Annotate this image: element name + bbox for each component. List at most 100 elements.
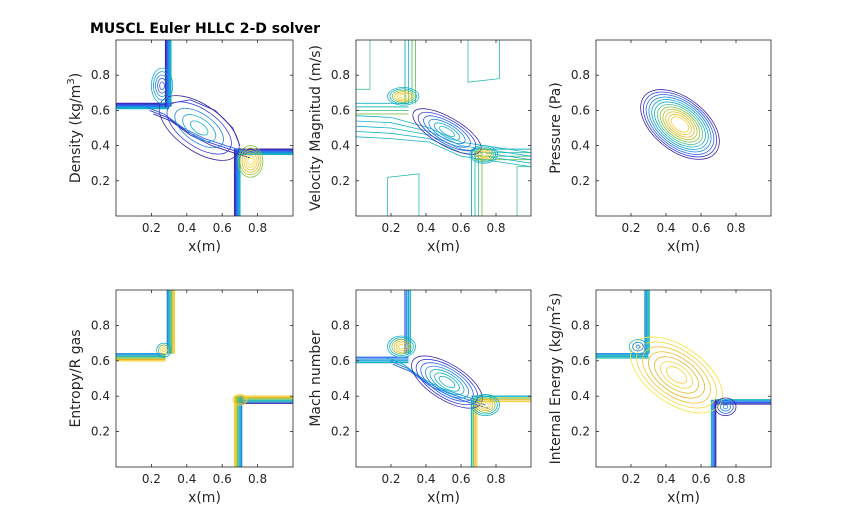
contour-line xyxy=(665,366,688,384)
contour-line xyxy=(651,99,709,150)
contour-line xyxy=(159,81,165,91)
x-tick-label: 0.4 xyxy=(416,221,435,235)
contour-line xyxy=(656,104,704,145)
y-axis-label: Density (kg/m3) xyxy=(66,73,84,183)
contour-line xyxy=(166,101,232,155)
y-tick-label: 0.8 xyxy=(331,68,350,82)
plot-area xyxy=(596,40,771,216)
contour-line xyxy=(473,147,494,161)
plot-area xyxy=(596,290,771,467)
contour-line xyxy=(475,149,492,160)
contour-line xyxy=(234,395,246,405)
contour-line xyxy=(722,404,729,410)
contour-line xyxy=(415,358,479,406)
x-tick-label: 0.8 xyxy=(486,221,505,235)
contour-line xyxy=(714,397,737,417)
y-tick-label: 0.4 xyxy=(91,139,110,153)
contour-line xyxy=(182,114,217,142)
contour-line xyxy=(247,157,254,166)
contour-line xyxy=(389,88,417,105)
contour-line xyxy=(153,71,171,101)
contour-line xyxy=(423,115,471,148)
contour-line xyxy=(429,369,465,395)
contour-line xyxy=(161,348,166,353)
contour-line xyxy=(482,402,489,408)
contour-line xyxy=(190,120,209,136)
axes-frame xyxy=(595,39,772,217)
y-tick-label: 0.6 xyxy=(571,354,590,368)
contour-line xyxy=(243,152,258,171)
contour-line xyxy=(237,398,242,402)
contour-line xyxy=(648,96,712,153)
contour-line xyxy=(391,338,412,355)
axes-frame xyxy=(115,39,294,217)
y-tick-label: 0.8 xyxy=(571,318,590,332)
contour-line xyxy=(387,173,420,216)
subplot-5: 0.2 0.4 0.6 0.8 0.2 0.4 0.6 0.8 x(m) Mach number xyxy=(308,289,532,506)
y-tick-label: 0.6 xyxy=(91,103,110,117)
contour-line xyxy=(356,120,531,157)
contour-line xyxy=(159,346,168,354)
x-tick-label: 0.8 xyxy=(726,472,745,486)
x-axis-label: x(m) xyxy=(188,239,221,255)
contour-line xyxy=(439,126,455,137)
x-tick-label: 0.4 xyxy=(177,472,196,486)
x-tick-label: 0.4 xyxy=(177,221,196,235)
contour-line xyxy=(149,109,248,155)
y-axis-label: Mach number xyxy=(308,330,324,427)
subplot-3: 0.2 0.4 0.6 0.8 0.2 0.4 0.6 0.8 x(m) Pressure (Pa… xyxy=(548,39,772,255)
x-tick-label: 0.6 xyxy=(691,472,710,486)
y-tick-label: 0.8 xyxy=(91,68,110,82)
y-tick-label: 0.2 xyxy=(571,425,590,439)
y-axis-label: Entropy/R gas xyxy=(68,329,84,427)
x-tick-label: 0.2 xyxy=(621,472,640,486)
y-tick-label: 0.2 xyxy=(331,425,350,439)
y-tick-label: 0.2 xyxy=(91,425,110,439)
subplot-6: 0.2 0.4 0.6 0.8 0.2 0.4 0.6 0.8 x(m) Internal Ene… xyxy=(546,289,772,506)
contour-line xyxy=(475,397,496,413)
x-tick-label: 0.6 xyxy=(451,221,470,235)
x-tick-label: 0.8 xyxy=(726,221,745,235)
contour-line xyxy=(665,111,695,138)
x-tick-label: 0.2 xyxy=(381,472,400,486)
y-tick-label: 0.4 xyxy=(571,139,590,153)
y-tick-label: 0.8 xyxy=(91,318,110,332)
contour-line xyxy=(473,395,498,415)
figure-title: MUSCL Euler HLLC 2-D solver xyxy=(90,21,320,37)
x-tick-label: 0.2 xyxy=(621,221,640,235)
contour-line xyxy=(467,40,500,83)
contour-line xyxy=(385,356,483,402)
contour-line xyxy=(420,362,474,402)
contour-line xyxy=(394,91,413,102)
contour-line xyxy=(392,363,490,410)
contour-line xyxy=(479,400,492,410)
contour-line xyxy=(471,394,500,417)
contour-line xyxy=(642,346,711,404)
x-tick-label: 0.4 xyxy=(656,472,675,486)
contour-line xyxy=(471,146,496,163)
contour-line xyxy=(174,107,224,149)
y-tick-label: 0.4 xyxy=(331,139,350,153)
contour-group xyxy=(640,89,720,160)
x-axis-label: x(m) xyxy=(188,490,221,506)
plot-area xyxy=(116,290,293,467)
contour-line xyxy=(395,342,408,352)
contour-line xyxy=(654,356,699,394)
x-axis-label: x(m) xyxy=(427,239,460,255)
x-tick-label: 0.4 xyxy=(416,472,435,486)
y-axis-label: Velocity Magnitud (m/s) xyxy=(308,45,324,211)
contour-line xyxy=(245,155,256,168)
contour-line xyxy=(387,87,420,106)
contour-group xyxy=(356,290,531,467)
subplot-2: 0.2 0.4 0.6 0.8 0.2 0.4 0.6 0.8 x(m) Velocity Mag… xyxy=(308,39,532,255)
contour-line xyxy=(717,399,734,414)
x-tick-label: 0.8 xyxy=(248,472,267,486)
contour-line xyxy=(155,74,169,97)
y-tick-label: 0.6 xyxy=(571,103,590,117)
y-axis-label: Internal Energy (kg/m2s) xyxy=(546,293,564,465)
axes-frame xyxy=(115,289,294,468)
contour-line xyxy=(480,152,488,157)
contour-line xyxy=(156,342,172,358)
contour-line xyxy=(239,147,262,176)
x-axis-label: x(m) xyxy=(667,239,700,255)
